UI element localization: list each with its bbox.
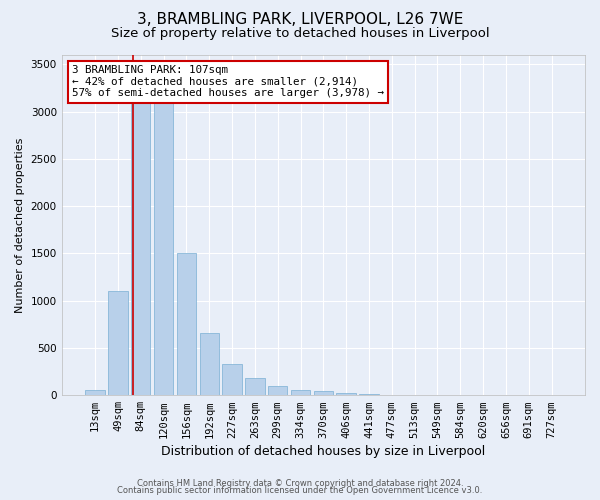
Bar <box>131 84 151 395</box>
Bar <box>291 390 310 395</box>
Text: 3, BRAMBLING PARK, LIVERPOOL, L26 7WE: 3, BRAMBLING PARK, LIVERPOOL, L26 7WE <box>137 12 463 28</box>
Text: 3 BRAMBLING PARK: 107sqm
← 42% of detached houses are smaller (2,914)
57% of sem: 3 BRAMBLING PARK: 107sqm ← 42% of detach… <box>72 65 384 98</box>
Bar <box>337 393 356 395</box>
Bar <box>85 390 105 395</box>
Y-axis label: Number of detached properties: Number of detached properties <box>15 138 25 313</box>
Bar <box>268 386 287 395</box>
Text: Contains HM Land Registry data © Crown copyright and database right 2024.: Contains HM Land Registry data © Crown c… <box>137 478 463 488</box>
Bar <box>177 252 196 395</box>
Bar <box>200 333 219 395</box>
Bar <box>359 394 379 395</box>
Text: Size of property relative to detached houses in Liverpool: Size of property relative to detached ho… <box>110 28 490 40</box>
Bar <box>245 378 265 395</box>
Bar <box>108 291 128 395</box>
X-axis label: Distribution of detached houses by size in Liverpool: Distribution of detached houses by size … <box>161 444 485 458</box>
Text: Contains public sector information licensed under the Open Government Licence v3: Contains public sector information licen… <box>118 486 482 495</box>
Bar <box>154 85 173 395</box>
Bar <box>314 392 333 395</box>
Bar <box>223 364 242 395</box>
